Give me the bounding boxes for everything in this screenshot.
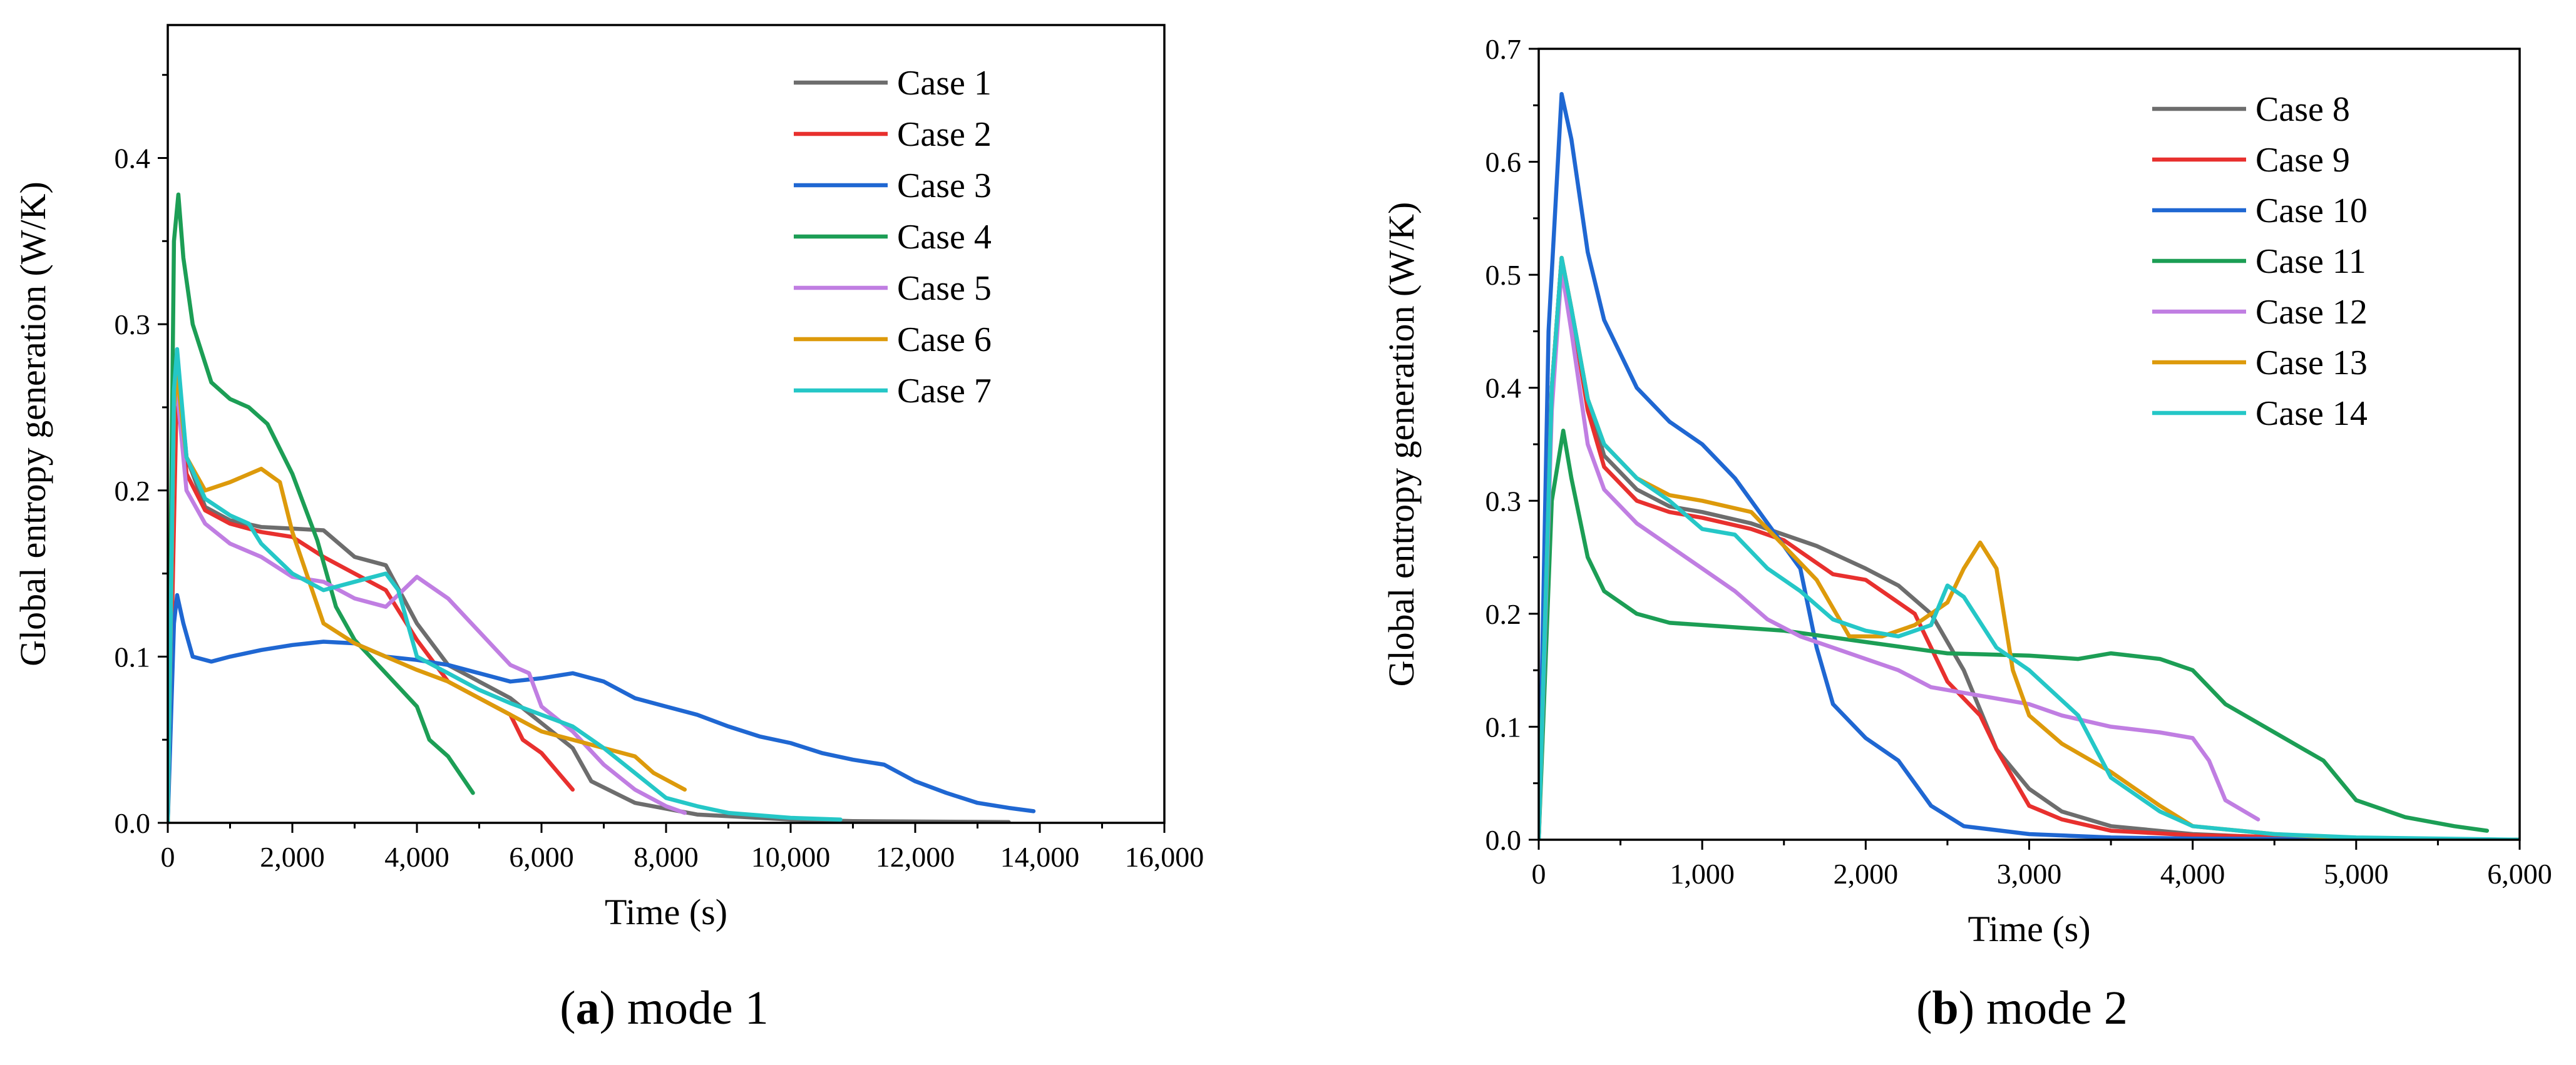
series-line-case-1	[168, 355, 1011, 823]
x-tick-label: 4,000	[2160, 858, 2225, 890]
legend-label-case-7: Case 7	[897, 372, 992, 410]
series-line-case-11	[1539, 429, 2490, 840]
legend: Case 8 Case 9 Case 10 Case 11 Case 12 Case 13…	[2152, 90, 2368, 433]
x-tick-label: 0	[1532, 858, 1546, 890]
series-line-case-8	[1539, 255, 2520, 840]
chart-mode-2: 0 1,000 2,000 3,000 4,000 5,000 6,000 0.0 0.1 0.2…	[1381, 33, 2552, 949]
series-line-case-3	[168, 593, 1036, 823]
chart-mode-1: 0 2,000 4,000 6,000 8,000 10,000 12,000 14,000 1…	[13, 24, 1204, 932]
x-tick-label: 12,000	[876, 841, 955, 873]
series-line-case-6	[168, 372, 687, 823]
legend-label-case-3: Case 3	[897, 166, 992, 205]
x-axis-title: Time (s)	[1968, 909, 2090, 949]
series-lines	[168, 192, 1036, 823]
legend-label-case-4: Case 4	[897, 218, 992, 257]
x-tick-label: 6,000	[509, 841, 574, 873]
x-tick-label: 3,000	[1997, 858, 2062, 890]
x-tick-label: 5,000	[2324, 858, 2389, 890]
series-line-case-4	[168, 192, 475, 823]
series-line-case-9	[1539, 255, 2520, 840]
legend-label-case-8: Case 8	[2255, 90, 2350, 129]
legend-label-case-9: Case 9	[2255, 141, 2350, 180]
series-line-case-10	[1539, 91, 2520, 840]
x-tick-label: 2,000	[260, 841, 325, 873]
x-tick-label: 4,000	[384, 841, 449, 873]
y-tick-label: 0.7	[1486, 33, 1522, 65]
legend-label-case-6: Case 6	[897, 320, 992, 359]
y-tick-label: 0.3	[1486, 485, 1522, 517]
x-tick-label: 14,000	[1000, 841, 1080, 873]
caption-mode-1: (a) mode 1	[560, 982, 768, 1034]
y-tick-label: 0.2	[115, 475, 151, 507]
legend-label-case-10: Case 10	[2255, 191, 2368, 230]
x-tick-label: 0	[161, 841, 175, 873]
x-tick-label: 6,000	[2487, 858, 2552, 890]
y-tick-label: 0.2	[1486, 598, 1522, 630]
series-line-case-14	[1539, 255, 2520, 840]
y-axis-title: Global entropy generation (W/K)	[1381, 202, 1422, 687]
legend-label-case-12: Case 12	[2255, 293, 2368, 332]
legend-label-case-5: Case 5	[897, 269, 992, 308]
plot-frame	[167, 24, 1166, 824]
legend-label-case-1: Case 1	[897, 64, 992, 103]
y-tick-label: 0.6	[1486, 146, 1522, 178]
y-tick-label: 0.0	[1486, 824, 1522, 856]
series-line-case-12	[1539, 267, 2260, 840]
legend-label-case-14: Case 14	[2255, 394, 2368, 433]
x-tick-label: 16,000	[1125, 841, 1204, 873]
legend-label-case-13: Case 13	[2255, 344, 2368, 382]
y-tick-label: 0.4	[115, 143, 151, 175]
y-tick-label: 0.0	[115, 807, 151, 839]
legend-label-case-11: Case 11	[2255, 242, 2366, 281]
x-tick-label: 2,000	[1834, 858, 1899, 890]
x-tick-label: 10,000	[751, 841, 831, 873]
caption-mode-2: (b) mode 2	[1916, 982, 2128, 1034]
series-lines	[1539, 91, 2520, 840]
y-tick-label: 0.4	[1486, 372, 1522, 404]
legend-label-case-2: Case 2	[897, 115, 992, 154]
y-axis-title: Global entropy generation (W/K)	[13, 181, 53, 666]
x-tick-label: 8,000	[634, 841, 699, 873]
x-tick-label: 1,000	[1670, 858, 1735, 890]
x-axis-title: Time (s)	[605, 892, 727, 932]
plot-frame	[1537, 48, 2521, 841]
series-line-case-7	[168, 347, 843, 823]
legend: Case 1 Case 2 Case 3 Case 4 Case 5 Case 6 Case…	[794, 64, 992, 410]
y-tick-label: 0.3	[115, 308, 151, 340]
series-line-case-5	[168, 389, 687, 823]
series-line-case-2	[168, 372, 575, 823]
y-tick-label: 0.1	[1486, 711, 1522, 743]
series-line-case-13	[1539, 255, 2520, 840]
y-tick-label: 0.1	[115, 641, 151, 673]
y-tick-label: 0.5	[1486, 259, 1522, 291]
